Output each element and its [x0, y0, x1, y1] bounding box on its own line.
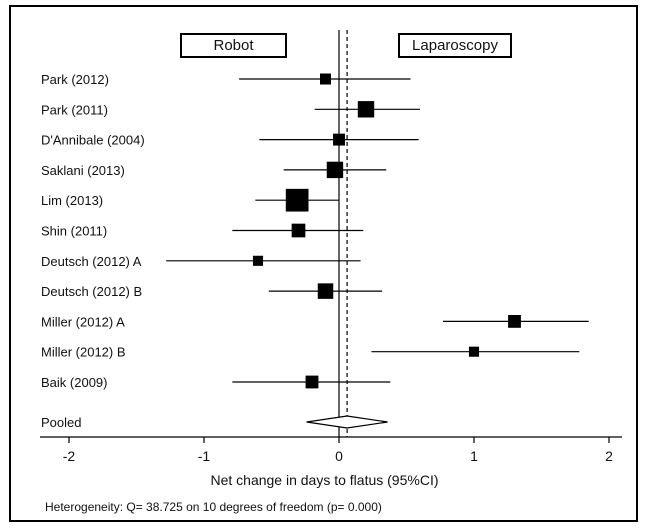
favours-robot-label: Robot [180, 33, 287, 58]
x-tick-label: -1 [198, 448, 211, 464]
x-tick-label: 2 [605, 448, 613, 464]
study-estimate-marker [305, 375, 319, 389]
x-tick-label: 0 [335, 448, 343, 464]
study-label: Lim (2013) [41, 193, 103, 208]
study-estimate-marker [252, 255, 264, 266]
study-estimate-marker [508, 315, 521, 328]
heterogeneity-note: Heterogeneity: Q= 38.725 on 10 degrees o… [45, 500, 382, 514]
study-estimate-marker [291, 223, 306, 238]
study-estimate-marker [285, 188, 309, 212]
study-estimate-marker [317, 283, 334, 299]
favours-laparoscopy-label: Laparoscopy [398, 33, 512, 58]
study-label: Miller (2012) B [41, 345, 126, 360]
study-estimate-marker [326, 161, 344, 179]
study-label: Shin (2011) [41, 224, 107, 239]
study-label: Deutsch (2012) B [41, 284, 142, 299]
x-tick-label: -2 [63, 448, 76, 464]
study-label: Saklani (2013) [41, 163, 125, 178]
x-tick-label: 1 [470, 448, 478, 464]
pooled-label: Pooled [41, 415, 81, 430]
pooled-diamond [306, 415, 388, 429]
study-label: Park (2011) [41, 102, 108, 117]
study-estimate-marker [333, 133, 345, 146]
x-axis-title: Net change in days to flatus (95%CI) [210, 472, 439, 488]
study-label: Park (2012) [41, 72, 109, 87]
chart-frame [9, 5, 638, 522]
study-estimate-marker [357, 101, 375, 118]
study-estimate-marker [320, 73, 331, 85]
study-estimate-marker [468, 346, 480, 357]
study-label: Baik (2009) [41, 375, 107, 390]
study-label: Miller (2012) A [41, 314, 125, 329]
study-label: Deutsch (2012) A [41, 254, 142, 269]
study-label: D'Annibale (2004) [41, 133, 145, 148]
